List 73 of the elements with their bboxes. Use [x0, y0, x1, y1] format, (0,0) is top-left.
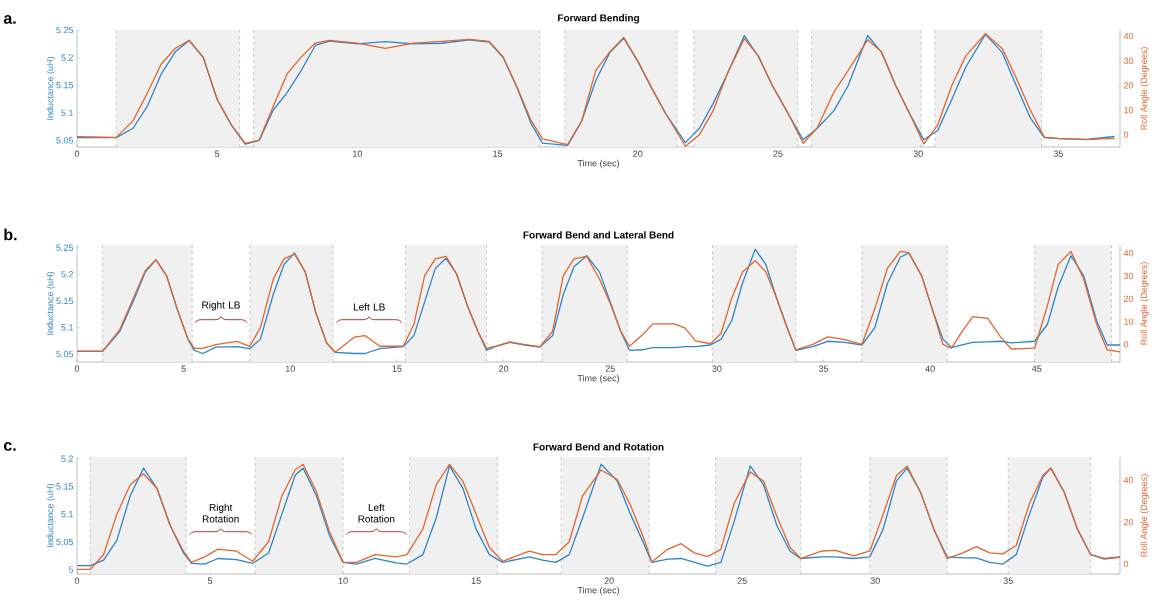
x-tick-label: 25: [737, 577, 747, 584]
y2-tick-label: 0: [1123, 131, 1129, 138]
text: c.: [3, 442, 16, 451]
x-tick-label: 35: [1003, 577, 1013, 584]
y-axis-title: Inductance (uH): [46, 272, 56, 335]
y-tick-label: 5.25: [56, 26, 74, 34]
x-axis-title: Time (sec): [577, 374, 620, 384]
x-tick-label: 35: [818, 365, 829, 372]
x-tick-label: 30: [913, 150, 923, 157]
x-tick-label: 25: [773, 150, 783, 157]
y2-tick-label: 0: [1123, 560, 1129, 568]
x-tick-label: 10: [338, 577, 348, 584]
y-tick-label: 5.2: [61, 271, 74, 278]
x-tick-label: 20: [633, 150, 643, 157]
x-axis-title: Time (sec): [577, 159, 620, 169]
y2-tick-label: 20: [1123, 295, 1134, 303]
x-tick-label: 10: [353, 150, 363, 157]
y-tick-label: 5.1: [61, 109, 74, 116]
y2-tick-label: 10: [1124, 106, 1134, 114]
x-tick-label: 25: [605, 365, 615, 372]
y-tick-label: 5.05: [56, 137, 74, 144]
y-tick-label: 5.05: [56, 538, 74, 546]
y-tick-label: 5.1: [61, 324, 74, 331]
y2-tick-label: 40: [1123, 32, 1134, 40]
y2-tick-label: 20: [1123, 518, 1134, 526]
x-tick-label: 5: [207, 577, 213, 584]
y2-tick-label: 10: [1124, 318, 1134, 325]
x-tick-label: 0: [74, 365, 80, 372]
y-tick-label: 5.05: [56, 350, 74, 358]
y-tick-label: 5.2: [61, 54, 74, 61]
chart-title: Forward Bend and Lateral Bend: [523, 231, 674, 239]
x-tick-label: 40: [925, 365, 935, 372]
x-tick-label: 35: [1053, 150, 1063, 157]
y2-tick-label: 0: [1123, 341, 1129, 348]
y-tick-label: 5.25: [56, 244, 74, 251]
y2-tick-label: 30: [1123, 57, 1134, 64]
x-tick-label: 0: [74, 577, 80, 584]
chart-title: Forward Bending: [558, 14, 639, 24]
y-axis-title: Inductance (uH): [46, 57, 56, 120]
y2-tick-label: 20: [1124, 82, 1134, 89]
text: a.: [3, 15, 16, 24]
annotation: Right LB: [202, 301, 240, 311]
annotation: Left LB: [353, 303, 385, 311]
y-axis-title: Inductance (uH): [46, 484, 56, 547]
y-tick-label: 5: [68, 566, 74, 573]
x-tick-label: 15: [493, 150, 503, 157]
annotation: Left Rotation: [358, 503, 395, 523]
x-tick-label: 5: [215, 150, 220, 157]
annotation: Right Rotation: [202, 503, 239, 523]
chart-title: Forward Bend and Rotation: [533, 443, 664, 451]
y2-axis-title: Roll Angle (Degrees): [1140, 47, 1149, 130]
x-tick-label: 30: [870, 577, 880, 584]
y-tick-label: 5.15: [56, 82, 74, 89]
y2-axis-title: Roll Angle (Degrees): [1140, 262, 1149, 345]
x-tick-label: 20: [604, 577, 614, 584]
y-tick-label: 5.2: [61, 455, 74, 462]
x-tick-label: 10: [285, 365, 295, 372]
y-tick-label: 5.15: [56, 297, 74, 304]
x-tick-label: 45: [1032, 365, 1042, 372]
y-tick-label: 5.1: [61, 510, 74, 518]
x-tick-label: 5: [181, 365, 186, 372]
x-axis-title: Time (sec): [577, 586, 620, 596]
y2-axis-title: Roll Angle (Degrees): [1140, 474, 1149, 557]
x-tick-label: 15: [392, 365, 402, 372]
x-tick-label: 15: [471, 577, 481, 584]
y-tick-label: 5.15: [56, 483, 74, 490]
x-tick-label: 30: [712, 365, 722, 372]
y2-tick-label: 40: [1123, 250, 1134, 257]
text: b.: [4, 228, 17, 241]
y2-tick-label: 40: [1123, 477, 1134, 484]
y2-tick-label: 30: [1123, 272, 1134, 280]
x-tick-label: 0: [74, 150, 80, 157]
x-tick-label: 20: [499, 365, 509, 372]
